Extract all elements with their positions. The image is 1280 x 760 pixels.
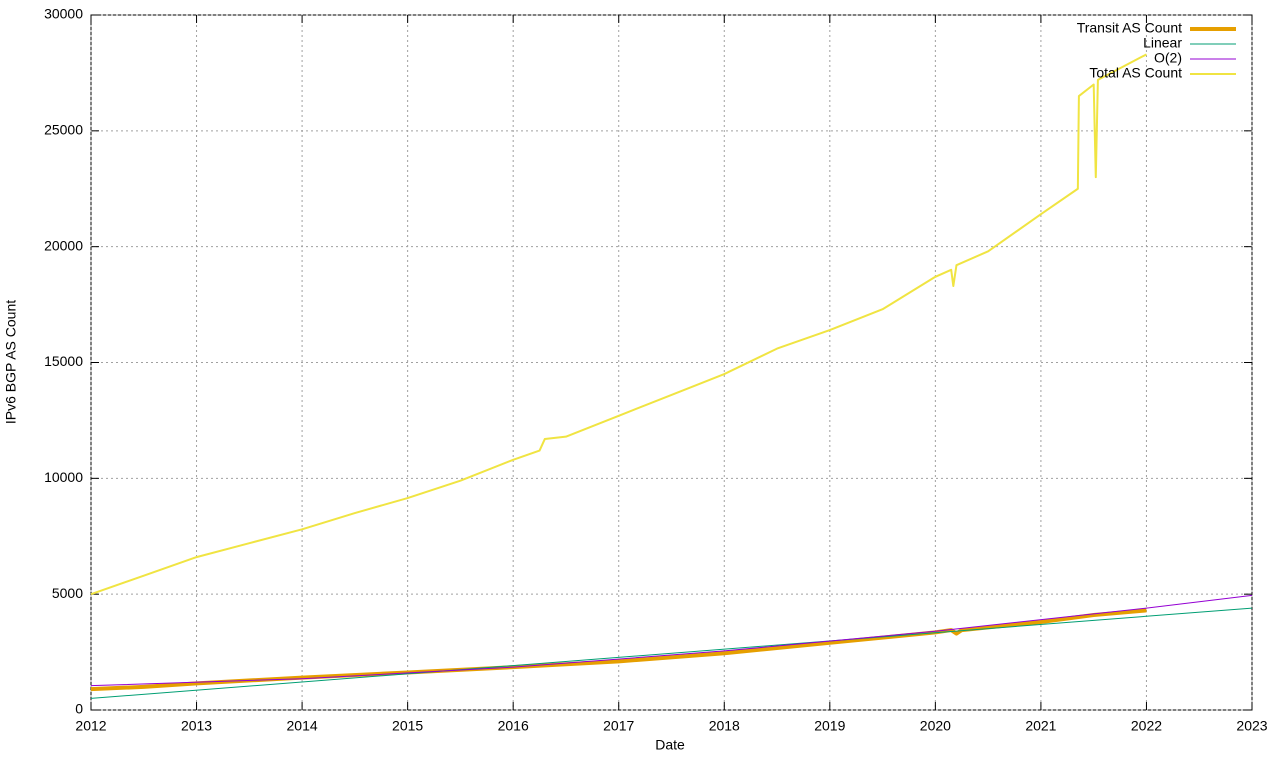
data-line — [90, 594, 1253, 687]
x-tick-label: 2021 — [1025, 718, 1056, 734]
data-line — [90, 53, 1147, 596]
x-axis-label: Date — [655, 737, 685, 753]
y-tick-label: 15000 — [44, 353, 83, 369]
x-tick-label: 2017 — [603, 718, 634, 734]
x-tick-label: 2013 — [181, 718, 212, 734]
y-tick-label: 0 — [75, 701, 83, 717]
x-tick-label: 2022 — [1131, 718, 1162, 734]
x-tick-label: 2023 — [1236, 718, 1267, 734]
y-tick-label: 25000 — [44, 122, 83, 138]
legend-label: Transit AS Count — [1077, 20, 1182, 36]
legend-label: Linear — [1143, 35, 1182, 51]
y-axis-label: IPv6 BGP AS Count — [3, 300, 19, 424]
legend-label: Total AS Count — [1089, 65, 1182, 81]
y-tick-label: 30000 — [44, 6, 83, 22]
x-tick-label: 2015 — [392, 718, 423, 734]
y-tick-label: 10000 — [44, 469, 83, 485]
x-tick-label: 2016 — [498, 718, 529, 734]
x-tick-label: 2020 — [920, 718, 951, 734]
x-tick-label: 2014 — [287, 718, 318, 734]
legend-label: O(2) — [1154, 50, 1182, 66]
x-tick-label: 2018 — [709, 718, 740, 734]
data-line — [90, 607, 1253, 699]
x-tick-label: 2012 — [75, 718, 106, 734]
y-tick-label: 20000 — [44, 237, 83, 253]
x-tick-label: 2019 — [814, 718, 845, 734]
y-tick-label: 5000 — [52, 585, 83, 601]
data-line — [90, 608, 1147, 692]
